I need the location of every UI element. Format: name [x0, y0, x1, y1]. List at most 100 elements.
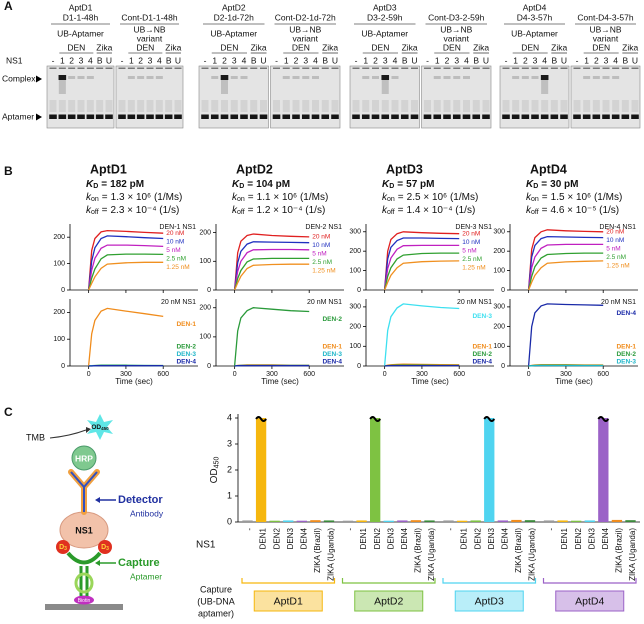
gel-band [631, 114, 639, 119]
arrowhead [86, 427, 91, 433]
sample-label: UB-Aptamer [210, 28, 257, 38]
koff-line: koff = 1.2 × 10⁻⁴ (1/s) [232, 205, 325, 216]
koff-value: 1.2 × 10⁻⁴ (1/s) [257, 205, 326, 216]
gel-band [531, 76, 539, 79]
gel-smear [292, 100, 300, 112]
lane-label: B [402, 55, 408, 65]
virus-label: DEN [67, 42, 85, 52]
y-tick-label: 100 [199, 334, 211, 341]
gel-band [472, 114, 481, 119]
y-tick-label: 200 [199, 305, 211, 312]
virus-label: Zika [473, 42, 489, 52]
panel-label: B [4, 164, 13, 178]
legend-label: DEN-4 [616, 310, 636, 317]
gel-band [512, 76, 520, 79]
kd-line: KD = 57 pM [382, 179, 434, 190]
legend-label: 20 nM [312, 234, 330, 241]
lane-label: - [275, 55, 278, 65]
gel-smear [155, 100, 163, 112]
gel-header: D4-3-57h [517, 12, 553, 22]
chart-note: DEN-1 NS1 [159, 224, 196, 231]
od-text: OD [91, 424, 101, 431]
symbol: K [232, 179, 240, 190]
lane-label: 3 [303, 55, 308, 65]
gel-well [512, 67, 520, 69]
lane-label: U [411, 55, 417, 65]
axis-break [597, 416, 610, 422]
koff-line: koff = 4.6 × 10⁻⁵ (1/s) [526, 205, 619, 216]
gel-band [550, 114, 559, 119]
arrow [49, 429, 87, 439]
lane-label: U [483, 55, 489, 65]
y-tick-label: 200 [493, 323, 505, 330]
legend-label: DEN-2 [472, 351, 492, 358]
bar [310, 520, 321, 522]
series-line [383, 237, 460, 291]
gel-well [155, 67, 163, 69]
gel-band [452, 114, 461, 119]
chart-note: DEN-2 NS1 [305, 224, 342, 231]
lane-label: 1 [584, 55, 589, 65]
x-tick-label: DEN3 [487, 527, 496, 549]
gel-band [560, 114, 568, 119]
gel-band [230, 114, 239, 119]
gel-well [260, 67, 267, 69]
gel-band [77, 114, 85, 119]
legend-label: 20 nM [166, 230, 184, 237]
x-tick-label: 600 [303, 371, 315, 378]
lane-label: 2 [594, 55, 599, 65]
lane-label: 4 [613, 55, 618, 65]
koff-line: koff = 1.4 × 10⁻⁴ (1/s) [382, 205, 475, 216]
koff-value: 2.3 × 10⁻⁴ (1/s) [111, 205, 180, 216]
gel-band [391, 76, 399, 79]
sample-label: UB-Aptamer [361, 28, 408, 38]
y-tick-label: 100 [493, 343, 505, 350]
lane-label: 2 [222, 55, 227, 65]
gel-band [146, 114, 154, 119]
legend-label: 1.25 nM [462, 264, 486, 271]
lane-label: U [561, 55, 567, 65]
gel-band [443, 76, 451, 79]
gel-well [68, 67, 76, 69]
sample-label: variant [593, 33, 619, 43]
gel-band [602, 114, 610, 119]
gel-band [49, 114, 57, 119]
equals: = [248, 192, 254, 203]
bar [283, 520, 294, 522]
group-box [253, 590, 323, 612]
equals: = [102, 192, 108, 203]
biotin-label: Biotin [78, 598, 91, 604]
subscript: on [91, 196, 99, 203]
kd-value: 30 pM [550, 179, 578, 190]
x-tick-label: ZIKA (Uganda) [628, 528, 637, 581]
lane-label: U [175, 55, 181, 65]
gel-smear [165, 100, 173, 112]
legend-label: 10 nM [462, 239, 480, 246]
series-line [87, 229, 164, 291]
lane-label: B [551, 55, 557, 65]
gel-smear [230, 100, 238, 112]
gel-band [582, 114, 591, 119]
series-line [527, 252, 604, 291]
gel-smear [592, 100, 600, 112]
hrp-label: HRP [75, 453, 93, 463]
gel-smear [401, 100, 409, 112]
y-axis-label: OD450 [209, 457, 221, 484]
y-tick-label: 200 [349, 323, 361, 330]
panel-label: A [4, 0, 13, 13]
bar [397, 520, 408, 522]
gel-well [433, 67, 441, 69]
gel-smear [482, 100, 490, 112]
domain [56, 540, 70, 554]
chart-note: DEN-4 NS1 [599, 224, 636, 231]
gel-smear [68, 100, 76, 112]
y-tick-label: 0 [227, 516, 232, 526]
legend-label: 5 nM [462, 247, 476, 254]
y-tick-label: 300 [493, 304, 505, 311]
legend-label: 2.5 nM [312, 259, 332, 266]
virus-label: Zika [322, 42, 338, 52]
gel-well [391, 67, 399, 69]
gel-smear [86, 100, 94, 112]
lane-label: 3 [148, 55, 153, 65]
gel-well [118, 67, 126, 69]
